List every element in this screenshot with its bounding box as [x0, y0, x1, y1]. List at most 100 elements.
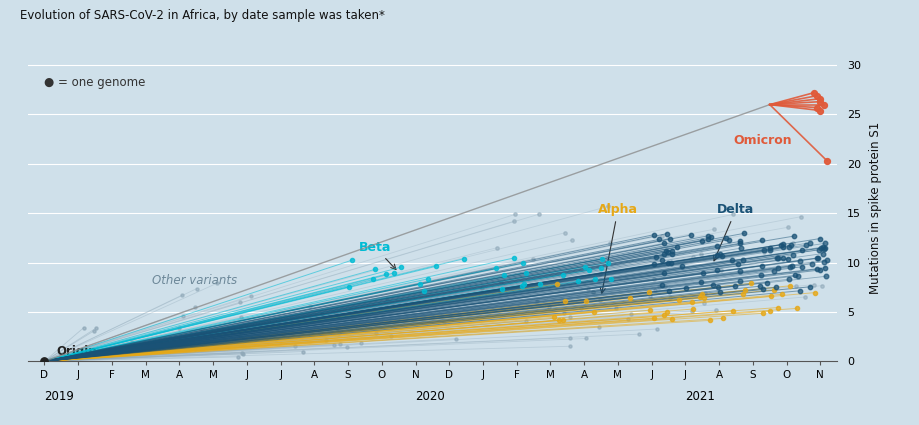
- Point: [683, 232, 698, 238]
- Point: [652, 284, 666, 291]
- Point: [329, 326, 344, 332]
- Point: [653, 282, 668, 289]
- Point: [684, 308, 698, 314]
- Point: [573, 304, 588, 311]
- Point: [709, 252, 724, 258]
- Point: [529, 298, 544, 304]
- Point: [656, 251, 671, 258]
- Point: [770, 265, 785, 272]
- Point: [217, 334, 232, 341]
- Point: [383, 333, 398, 340]
- Point: [752, 283, 766, 289]
- Point: [562, 314, 576, 320]
- Point: [791, 258, 806, 264]
- Point: [603, 275, 618, 282]
- Point: [816, 246, 831, 252]
- Point: [708, 307, 722, 314]
- Point: [620, 315, 635, 322]
- Point: [234, 349, 249, 356]
- Point: [593, 265, 607, 272]
- Point: [715, 315, 730, 322]
- Point: [713, 252, 728, 259]
- Point: [754, 262, 769, 269]
- Point: [562, 334, 577, 341]
- Point: [762, 308, 777, 314]
- Point: [721, 236, 736, 243]
- Point: [781, 276, 796, 283]
- Point: [125, 339, 140, 346]
- Point: [709, 267, 724, 274]
- Point: [734, 257, 749, 264]
- Text: 2019: 2019: [44, 390, 74, 403]
- Point: [652, 236, 666, 243]
- Point: [153, 338, 167, 345]
- Point: [809, 266, 823, 273]
- Point: [556, 309, 571, 316]
- Point: [787, 272, 801, 279]
- Point: [653, 256, 668, 263]
- Point: [812, 95, 827, 102]
- Text: Origin: Origin: [56, 346, 96, 358]
- Point: [658, 247, 673, 254]
- Point: [488, 265, 503, 272]
- Point: [489, 244, 504, 251]
- Point: [580, 286, 595, 293]
- Point: [342, 283, 357, 290]
- Point: [585, 289, 600, 295]
- Point: [235, 351, 250, 357]
- Point: [801, 239, 816, 246]
- Point: [662, 235, 676, 242]
- Point: [195, 326, 210, 332]
- Text: 2021: 2021: [685, 390, 714, 403]
- Point: [732, 278, 746, 285]
- Point: [412, 280, 426, 287]
- Point: [816, 244, 831, 251]
- Point: [732, 240, 747, 246]
- Point: [496, 272, 511, 278]
- Point: [287, 318, 301, 325]
- Point: [366, 276, 380, 283]
- Point: [686, 306, 700, 312]
- Point: [812, 235, 827, 242]
- Point: [233, 325, 247, 332]
- Point: [562, 343, 576, 350]
- Point: [456, 255, 471, 262]
- Point: [660, 260, 675, 266]
- Point: [345, 257, 359, 264]
- Point: [797, 294, 811, 300]
- Point: [600, 259, 615, 266]
- Point: [647, 286, 662, 293]
- Point: [233, 299, 247, 306]
- Point: [703, 234, 718, 241]
- Point: [712, 288, 727, 295]
- Point: [678, 285, 693, 292]
- Point: [727, 283, 742, 290]
- Point: [329, 312, 344, 319]
- Point: [641, 292, 656, 299]
- Point: [591, 323, 606, 330]
- Text: Evolution of SARS-CoV-2 in Africa, by date sample was taken*: Evolution of SARS-CoV-2 in Africa, by da…: [19, 8, 384, 22]
- Point: [210, 280, 224, 286]
- Point: [694, 290, 709, 297]
- Point: [785, 240, 800, 246]
- Point: [551, 317, 566, 324]
- Point: [736, 287, 751, 294]
- Point: [76, 324, 91, 331]
- Point: [662, 288, 676, 295]
- Point: [695, 269, 709, 276]
- Point: [718, 235, 732, 242]
- Point: [507, 211, 522, 218]
- Point: [657, 282, 672, 289]
- Point: [812, 245, 827, 252]
- Point: [818, 273, 833, 280]
- Point: [532, 280, 547, 287]
- Point: [646, 314, 661, 321]
- Point: [736, 230, 751, 237]
- Point: [767, 284, 782, 291]
- Point: [699, 232, 714, 239]
- Point: [587, 276, 602, 283]
- Point: [674, 263, 688, 270]
- Point: [770, 304, 785, 311]
- Point: [756, 247, 771, 254]
- Point: [585, 309, 600, 315]
